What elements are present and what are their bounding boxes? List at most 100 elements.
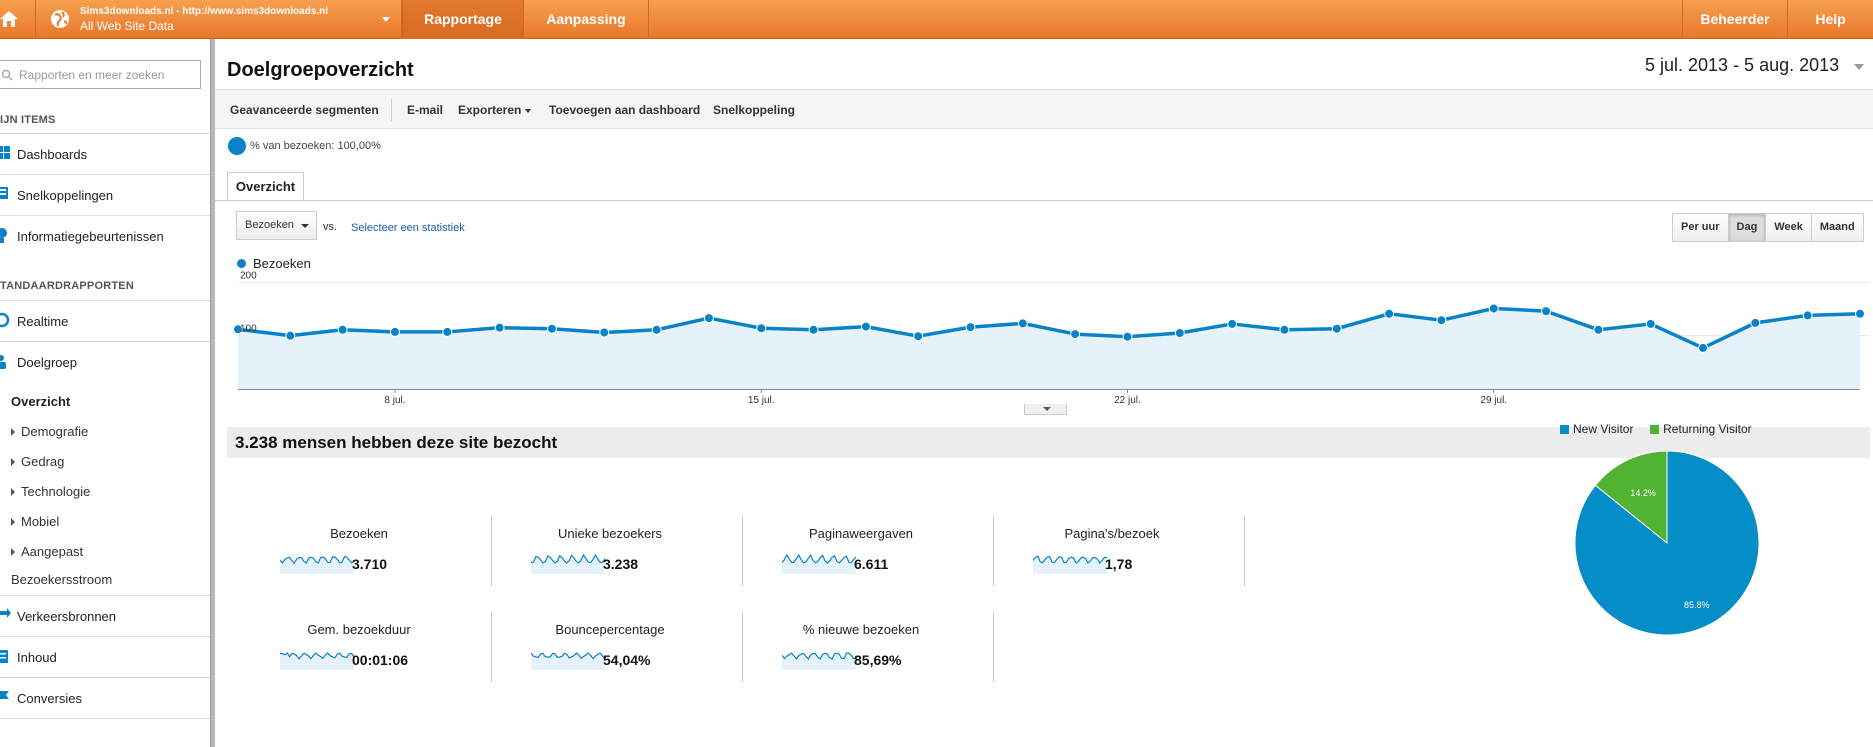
x-tick-label: 22 jul. xyxy=(1114,395,1141,406)
collapse-chart-button[interactable] xyxy=(1024,404,1067,415)
data-point[interactable] xyxy=(1227,318,1238,329)
select-statistic-link[interactable]: Selecteer een statistiek xyxy=(351,222,465,234)
y-tick-label: 100 xyxy=(240,324,257,335)
date-range-picker[interactable]: 5 jul. 2013 - 5 aug. 2013 xyxy=(1645,55,1840,75)
legend-swatch xyxy=(237,259,246,268)
data-point[interactable] xyxy=(1750,317,1761,328)
sidebar-item-label: Snelkoppelingen xyxy=(17,188,114,203)
period-month-button[interactable]: Maand xyxy=(1811,214,1863,241)
sidebar-item-technologie[interactable]: Technologie xyxy=(11,484,90,499)
tile-divider xyxy=(491,612,492,682)
visitor-type-pie-chart[interactable]: 85.8% 14.2% xyxy=(1575,451,1775,651)
sparkline-line xyxy=(531,553,606,564)
metric-tile[interactable]: Gem. bezoekduur 00:01:06 xyxy=(240,622,490,692)
legend-label-new: New Visitor xyxy=(1573,422,1634,436)
sidebar-item-intelligence[interactable]: Informatiegebeurtenissen xyxy=(0,215,210,256)
data-point[interactable] xyxy=(1384,308,1395,319)
sidebar-item-conversies[interactable]: Conversies xyxy=(0,677,210,718)
expand-arrow-icon xyxy=(11,518,15,526)
data-point[interactable] xyxy=(285,330,296,341)
metric-tile[interactable]: Bouncepercentage 54,04% xyxy=(491,622,741,692)
metric-dropdown[interactable]: Bezoeken xyxy=(236,211,317,240)
sidebar-item-gedrag[interactable]: Gedrag xyxy=(11,454,64,469)
sidebar-item-bezoekersstroom[interactable]: Bezoekersstroom xyxy=(11,572,113,587)
data-point[interactable] xyxy=(1802,310,1813,321)
data-point[interactable] xyxy=(913,331,924,342)
data-point[interactable] xyxy=(1122,331,1133,342)
home-button[interactable] xyxy=(0,0,36,39)
sidebar-item-realtime[interactable]: Realtime xyxy=(0,300,210,341)
data-point[interactable] xyxy=(337,324,348,335)
metric-tile[interactable]: Unieke bezoekers 3.238 xyxy=(491,526,741,596)
tab-overzicht[interactable]: Overzicht xyxy=(227,172,304,201)
nav-help[interactable]: Help xyxy=(1815,11,1846,27)
sidebar-item-verkeersbronnen[interactable]: Verkeersbronnen xyxy=(0,595,210,636)
legend-swatch-new xyxy=(1560,425,1569,434)
sparkline xyxy=(280,652,355,670)
account-selector[interactable]: Sims3downloads.nl - http://www.sims3down… xyxy=(37,0,402,39)
sidebar-item-shortcuts[interactable]: Snelkoppelingen xyxy=(0,174,210,215)
data-point[interactable] xyxy=(1645,318,1656,329)
sidebar-item-doelgroep[interactable]: Doelgroep xyxy=(0,341,210,382)
sidebar-item-dashboards[interactable]: Dashboards xyxy=(0,133,210,174)
data-point[interactable] xyxy=(1698,342,1709,353)
nav-rapportage[interactable]: Rapportage xyxy=(402,0,524,39)
sidebar-item-mobiel[interactable]: Mobiel xyxy=(11,514,59,529)
data-point[interactable] xyxy=(1436,315,1447,326)
visits-line-chart[interactable]: 100 200 8 jul. 15 jul. 22 jul. 29 jul. xyxy=(215,269,1870,409)
data-point[interactable] xyxy=(546,323,557,334)
sidebar-item-inhoud[interactable]: Inhoud xyxy=(0,636,210,677)
data-point[interactable] xyxy=(1331,323,1342,334)
chevron-down-icon xyxy=(525,108,532,113)
shortcut-button[interactable]: Snelkoppeling xyxy=(713,103,796,117)
divider xyxy=(391,99,392,121)
sidebar-item-label: Gedrag xyxy=(21,454,65,469)
traffic-icon xyxy=(0,608,11,618)
data-point[interactable] xyxy=(1017,318,1028,329)
data-point[interactable] xyxy=(1541,306,1552,317)
search-input[interactable]: Rapporten en meer zoeken xyxy=(19,68,165,82)
sparkline-line xyxy=(1033,555,1108,564)
sidebar-item-aangepast[interactable]: Aangepast xyxy=(11,544,83,559)
data-point[interactable] xyxy=(389,326,400,337)
data-point[interactable] xyxy=(599,327,610,338)
data-point[interactable] xyxy=(1070,329,1081,340)
pie-slice[interactable] xyxy=(1594,451,1668,545)
export-button[interactable]: Exporteren xyxy=(458,103,532,117)
data-point[interactable] xyxy=(965,322,976,333)
segment-indicator[interactable]: % van bezoeken: 100,00% xyxy=(228,137,381,155)
data-point[interactable] xyxy=(1279,324,1290,335)
segment-label: % van bezoeken: 100,00% xyxy=(250,139,381,152)
period-week-button[interactable]: Week xyxy=(1766,214,1812,241)
data-point[interactable] xyxy=(1593,324,1604,335)
data-point[interactable] xyxy=(860,321,871,332)
report-search[interactable]: Rapporten en meer zoeken xyxy=(0,60,201,89)
data-point[interactable] xyxy=(233,324,243,335)
data-point[interactable] xyxy=(808,324,819,335)
data-point[interactable] xyxy=(651,324,662,335)
data-point[interactable] xyxy=(494,322,505,333)
sidebar-resize-handle[interactable] xyxy=(210,39,215,747)
email-button[interactable]: E-mail xyxy=(407,103,444,117)
data-point[interactable] xyxy=(1488,303,1499,314)
data-point[interactable] xyxy=(703,313,714,324)
period-hour-button[interactable]: Per uur xyxy=(1673,214,1729,241)
metric-tile[interactable]: Bezoeken 3.710 xyxy=(240,526,490,596)
data-point[interactable] xyxy=(756,323,767,334)
metric-tile[interactable]: % nieuwe bezoeken 85,69% xyxy=(742,622,992,692)
advanced-segments-button[interactable]: Geavanceerde segmenten xyxy=(230,103,379,117)
data-point[interactable] xyxy=(1855,308,1865,319)
chevron-down-icon[interactable] xyxy=(1854,64,1864,70)
nav-beheerder[interactable]: Beheerder xyxy=(1682,0,1788,39)
sidebar-item-demografie[interactable]: Demografie xyxy=(11,424,88,439)
metric-tile[interactable]: Paginaweergaven 6.611 xyxy=(742,526,992,596)
sidebar-item-overzicht[interactable]: Overzicht xyxy=(11,394,71,409)
sparkline-line xyxy=(531,652,606,660)
period-day-button[interactable]: Dag xyxy=(1728,214,1767,241)
metric-tile[interactable]: Pagina's/bezoek 1,78 xyxy=(993,526,1243,596)
nav-aanpassing[interactable]: Aanpassing xyxy=(524,0,649,39)
data-point[interactable] xyxy=(1174,328,1185,338)
data-point[interactable] xyxy=(442,326,453,337)
metric-value: 54,04% xyxy=(603,652,651,668)
add-to-dashboard-button[interactable]: Toevoegen aan dashboard xyxy=(549,103,701,117)
